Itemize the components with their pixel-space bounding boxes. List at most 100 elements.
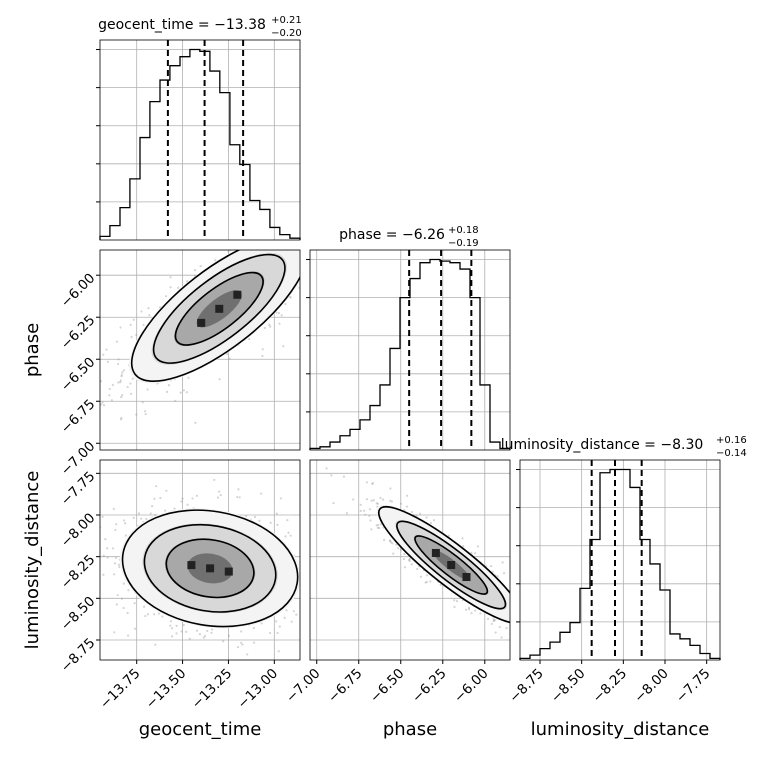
sample-point [290,620,293,623]
sample-point [111,383,114,387]
sample-point [425,580,428,584]
sample-point [295,613,298,616]
sample-point [389,487,392,490]
sample-point [133,627,137,630]
sample-point [302,575,304,577]
sample-point [287,531,290,534]
sample-point [527,606,529,608]
sample-point [106,556,109,559]
sample-point [283,616,286,619]
sample-point [118,565,121,569]
sample-point [276,631,279,635]
sample-point [151,505,154,508]
sample-point [408,558,411,562]
sample-point [153,613,156,616]
sample-point [108,387,111,391]
panel-frame [99,249,301,451]
sample-point [306,276,308,278]
sample-point [415,514,418,517]
sample-point [489,564,493,568]
contour-level-3 [174,271,264,346]
sample-point [194,421,197,424]
sample-point [135,413,138,416]
sample-point [298,286,300,289]
sample-point [218,378,221,381]
y-tick-label: −8.25 [58,552,99,593]
sample-point [468,606,471,609]
sample-point [248,337,251,341]
sample-point [296,241,298,243]
sample-point [236,495,239,499]
sample-point [408,559,411,563]
sample-point [517,610,519,612]
sample-point [323,244,325,246]
density-peak-cell [197,318,206,327]
sample-point [551,648,553,650]
sample-point [521,596,523,598]
sample-point [216,496,220,499]
sample-point [187,376,190,379]
sample-point [329,218,331,220]
sample-point [439,583,442,586]
sample-point [260,492,263,495]
sample-point [287,230,289,232]
sample-point [303,225,305,227]
sample-point [303,236,305,238]
sample-point [379,496,382,500]
sample-point [524,632,526,634]
sample-point [175,624,178,627]
sample-point [185,391,188,394]
panel-frame [309,249,511,451]
contour-level-2 [396,520,507,610]
sample-point [406,494,409,497]
y-axis-label-luminosity_distance: luminosity_distance [22,471,43,650]
x-tick-label: −13.50 [143,666,190,713]
sample-point [322,257,324,259]
sample-point [397,547,400,550]
sample-point [137,512,141,515]
sample-point [149,512,152,515]
sample-point [350,255,352,257]
sample-point [122,606,125,610]
panel-frame [99,459,301,661]
sample-point [261,348,264,351]
sample-point [505,627,508,630]
sample-point [425,516,428,519]
contour-level-1 [130,250,300,383]
sample-point [496,575,499,578]
sample-point [535,635,537,637]
sample-point [126,611,129,615]
sample-point [322,227,324,229]
sample-point [214,259,217,262]
sample-point [359,509,362,512]
sample-point [514,604,516,606]
sample-point [376,526,379,529]
sample-point [58,617,60,619]
x-axis-label-luminosity_distance: luminosity_distance [531,719,710,740]
sample-point [219,493,222,497]
sample-point [470,612,473,615]
sample-point [252,626,255,630]
title-phase: phase = −6.26 [339,227,445,243]
sample-point [169,620,173,623]
sample-point [370,499,373,502]
sample-point [467,608,471,611]
sample-point [129,382,132,385]
sample-point [317,567,319,569]
sample-point [145,461,147,463]
sample-point [218,490,221,493]
sample-point [177,286,180,289]
sample-point [141,401,144,404]
sample-point [188,637,191,640]
hist-panel-geocent_time: geocent_time = −13.38 +0.21 −0.20 [96,15,302,241]
sample-point [408,557,412,560]
sample-point [429,521,433,525]
sample-point [102,353,105,356]
sample-point [512,592,514,594]
x-tick-label: −8.75 [506,666,547,707]
sample-point [370,528,373,531]
density-peak-cell [233,290,242,299]
sample-point [130,335,133,339]
sample-point [510,581,512,583]
sample-point [526,628,528,630]
